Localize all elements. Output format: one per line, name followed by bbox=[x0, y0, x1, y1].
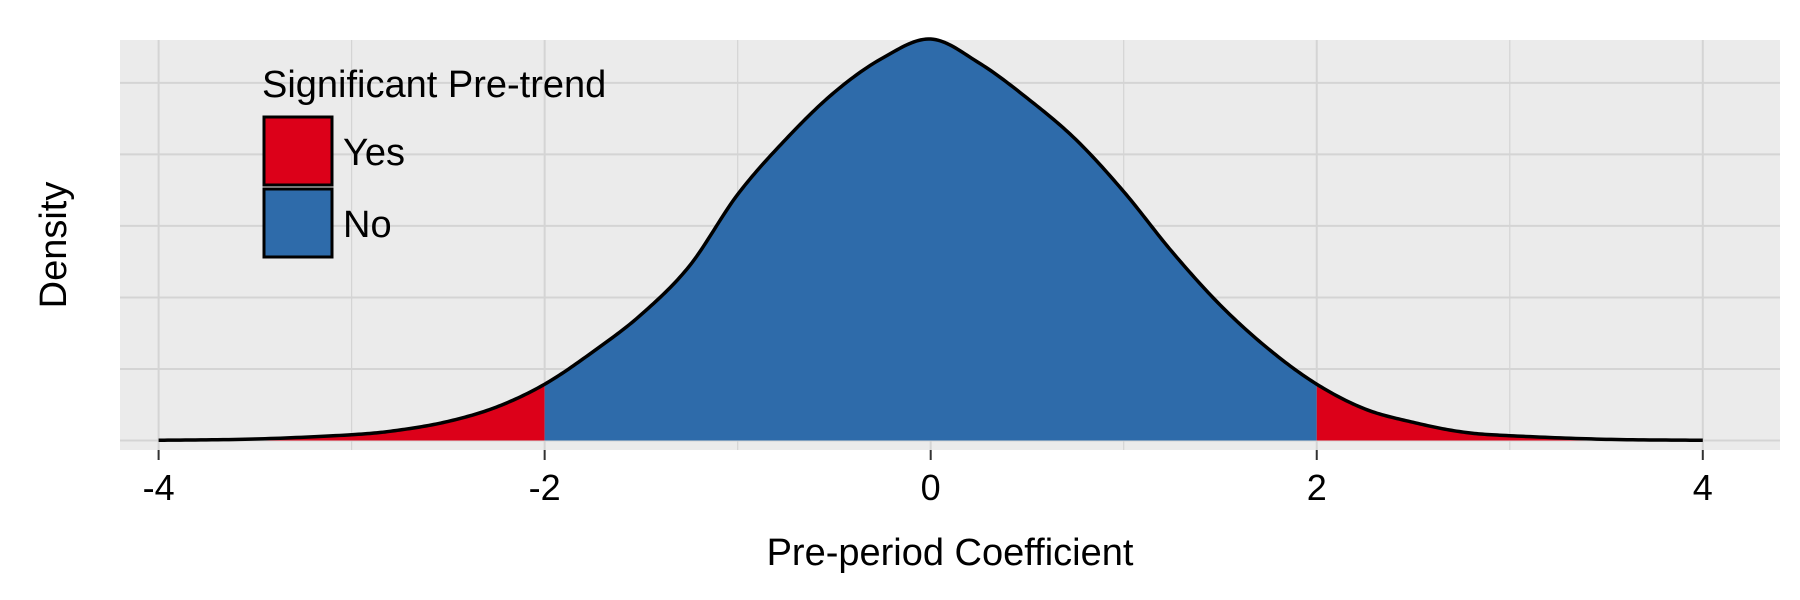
significant-right-tail-area bbox=[1316, 384, 1703, 441]
density-outline-group bbox=[158, 37, 1703, 443]
x-axis-ticks bbox=[157, 450, 1704, 460]
x-tick-label: 2 bbox=[1307, 467, 1327, 508]
x-tick-label: -2 bbox=[529, 467, 561, 508]
x-tick-label: 4 bbox=[1693, 467, 1713, 508]
x-axis-title: Pre-period Coefficient bbox=[767, 532, 1134, 574]
x-tick-label: -4 bbox=[143, 467, 175, 508]
legend: Significant Pre-trend Yes No bbox=[262, 64, 606, 259]
legend-key-no bbox=[262, 187, 334, 259]
y-axis-title: Density bbox=[33, 182, 75, 309]
legend-label-yes: Yes bbox=[343, 132, 405, 174]
legend-key-yes bbox=[262, 115, 334, 187]
x-tick-label: 0 bbox=[921, 467, 941, 508]
density-areas bbox=[158, 39, 1703, 441]
not-significant-center-area bbox=[544, 39, 1317, 441]
x-axis-tick-labels: -4 -2 0 2 4 bbox=[143, 467, 1713, 508]
legend-label-no: No bbox=[343, 204, 392, 246]
legend-title: Significant Pre-trend bbox=[262, 64, 606, 106]
significant-left-tail-area bbox=[158, 384, 545, 441]
density-outline bbox=[158, 37, 1703, 443]
